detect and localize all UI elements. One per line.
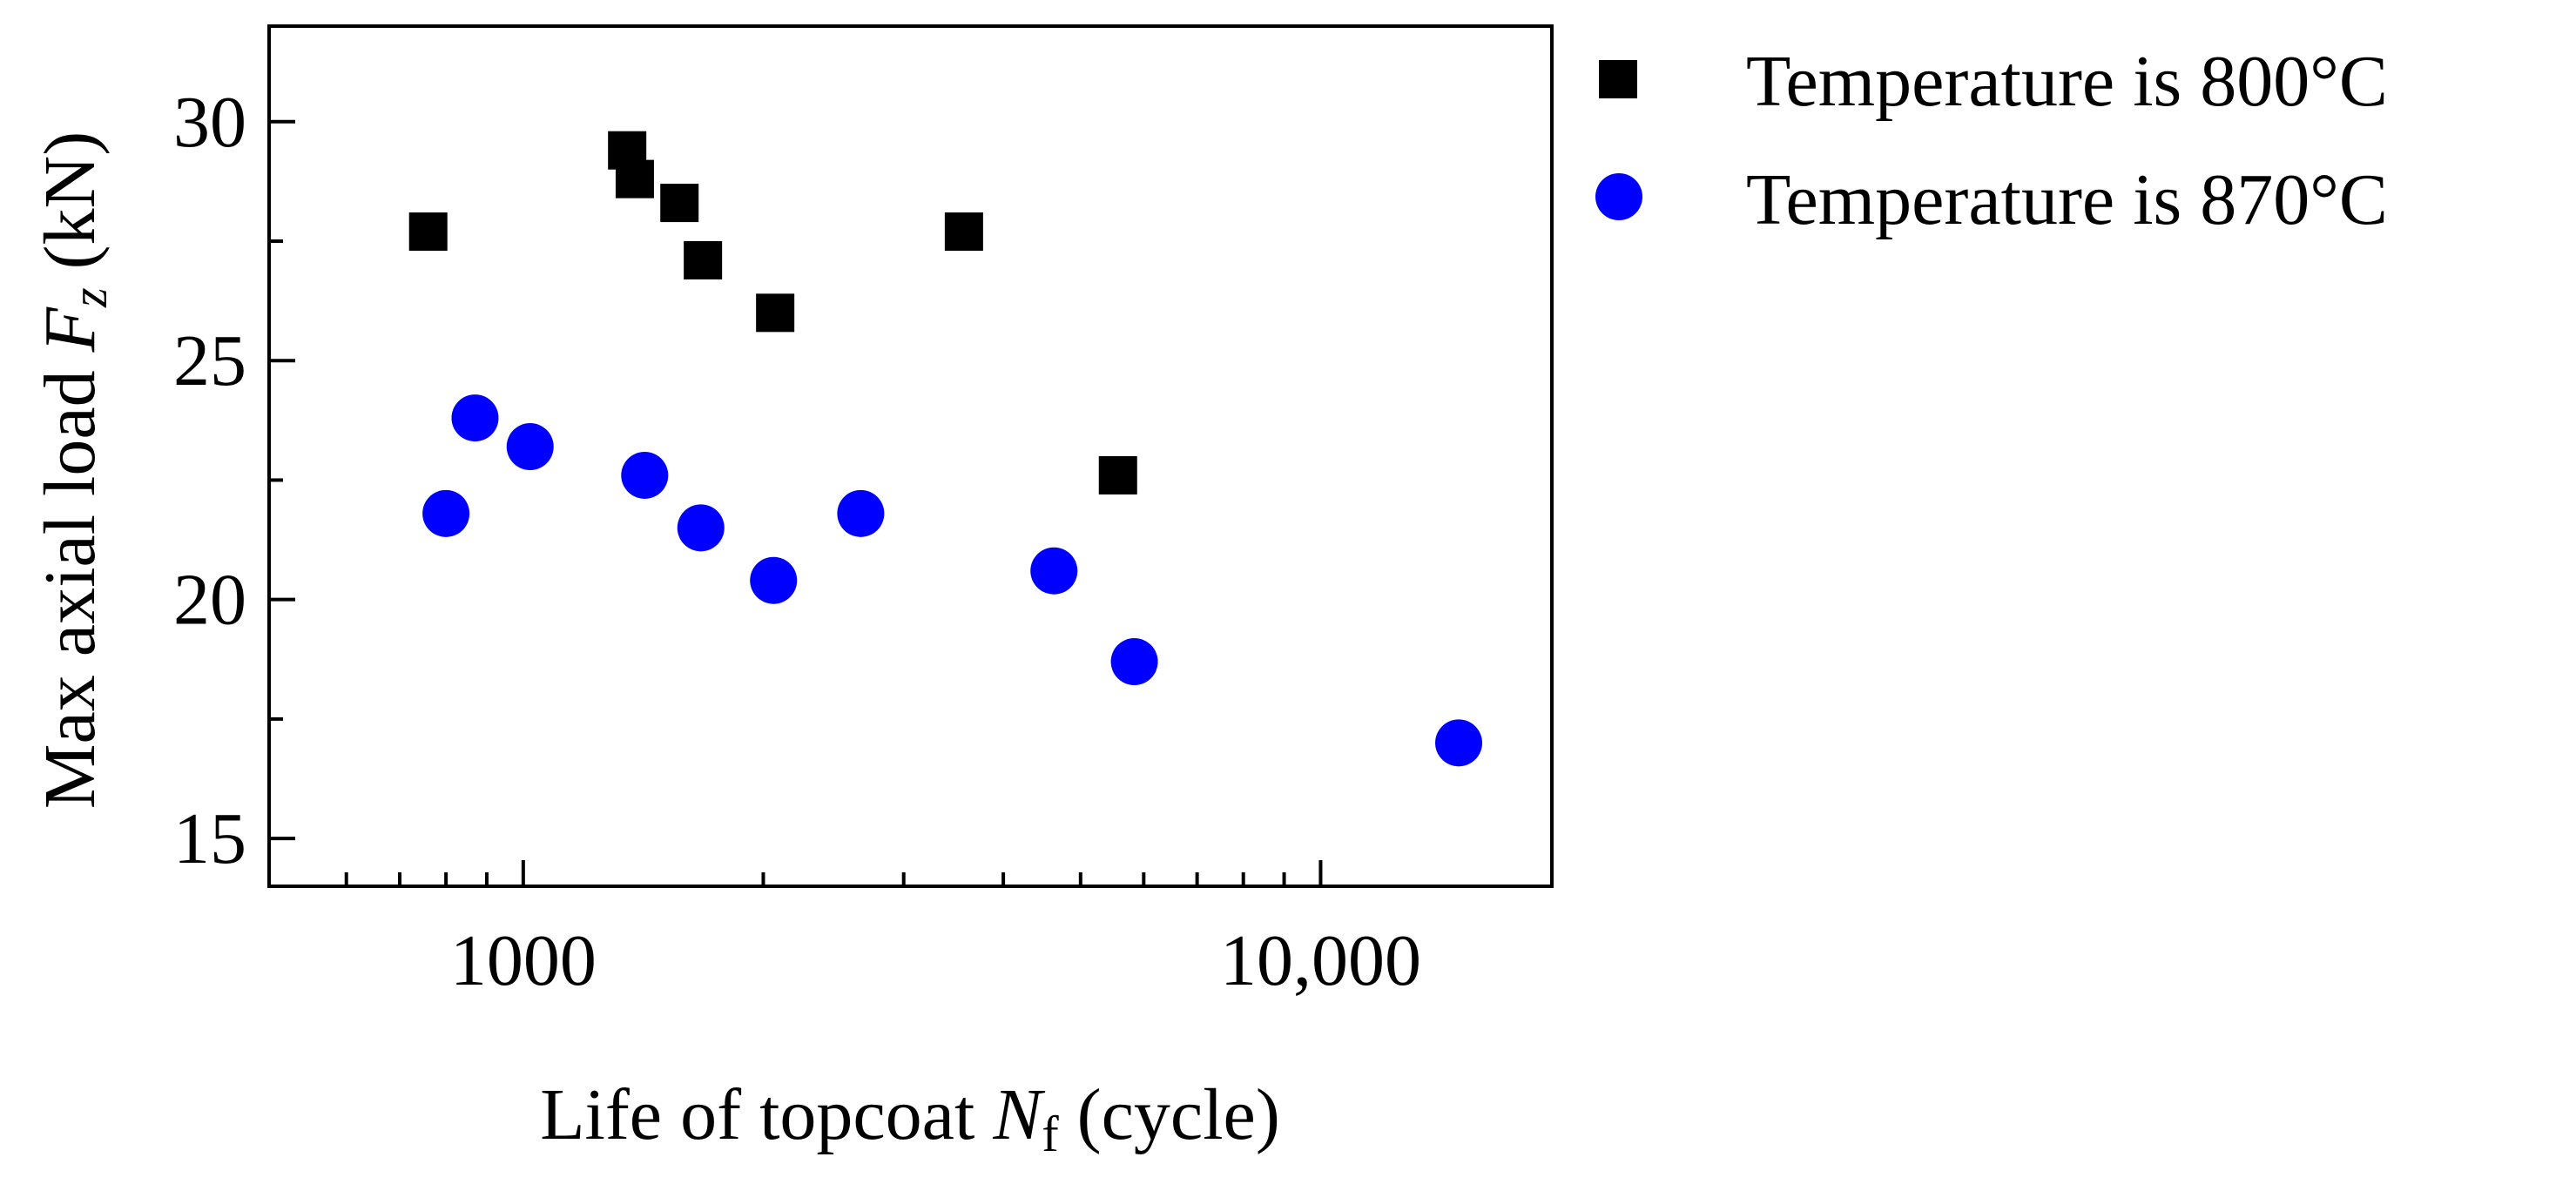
point-870c-circle [451,394,499,442]
legend-label-870: Temperature is 870°C [1746,159,2388,240]
y-tick-label: 25 [173,320,246,401]
x-tick-label: 1000 [450,920,597,1001]
plot-frame [267,24,1554,888]
legend-entry-870: Temperature is 870°C [1595,159,2388,240]
x-axis-title: Life of topcoat Nf (cycle) [540,1074,1280,1162]
point-870c-circle [621,451,669,499]
legend-entry-800: Temperature is 800°C [1599,41,2388,122]
point-800c-square [408,212,448,252]
point-870c-circle [1435,719,1483,767]
y-axis-title: Max axial load Fz (kN) [30,131,118,809]
point-870c-circle [1110,638,1158,686]
data-points [408,131,1483,767]
point-800c-square [1098,455,1137,494]
legend-square-marker [1599,60,1637,98]
y-axis-ticks: 15 20 25 30 [173,82,295,879]
point-800c-square [684,240,723,279]
point-800c-square [615,159,654,198]
legend: Temperature is 800°C Temperature is 870°… [1595,41,2388,240]
plot-area: 1000 10,000 15 20 25 30 [173,24,1554,1001]
x-axis-ticks: 1000 10,000 [344,860,1421,1001]
point-870c-circle [837,489,885,537]
point-870c-circle [750,556,798,604]
x-tick-label: 10,000 [1220,920,1421,1001]
legend-circle-marker [1595,173,1642,220]
point-870c-circle [1030,547,1078,595]
point-870c-circle [422,489,470,537]
legend-label-800: Temperature is 800°C [1746,41,2388,122]
point-870c-circle [677,504,725,552]
point-800c-square [660,184,699,223]
y-tick-label: 30 [173,82,246,163]
point-800c-square [944,212,983,252]
point-800c-square [756,293,795,333]
y-tick-label: 15 [173,798,246,879]
y-tick-label: 20 [173,560,246,641]
point-870c-circle [506,423,554,471]
